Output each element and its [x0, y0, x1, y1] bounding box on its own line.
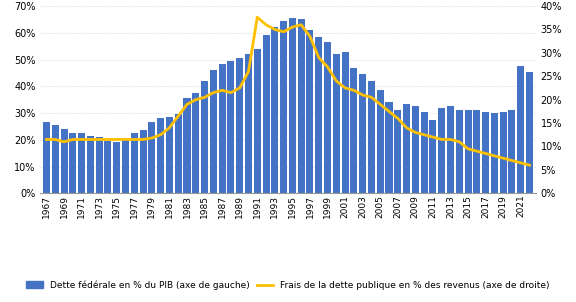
Bar	[69, 133, 77, 193]
Bar	[429, 120, 437, 193]
Bar	[228, 61, 234, 193]
Bar	[438, 108, 445, 193]
Bar	[210, 70, 217, 193]
Bar	[342, 52, 348, 193]
Bar	[473, 110, 480, 193]
Bar	[245, 54, 252, 193]
Bar	[149, 122, 156, 193]
Bar	[201, 81, 208, 193]
Bar	[104, 141, 112, 193]
Bar	[52, 125, 59, 193]
Bar	[157, 118, 164, 193]
Bar	[96, 137, 103, 193]
Bar	[192, 93, 199, 193]
Bar	[139, 130, 147, 193]
Bar	[447, 106, 454, 193]
Bar	[368, 81, 375, 193]
Bar	[482, 112, 489, 193]
Bar	[78, 133, 85, 193]
Bar	[298, 19, 305, 193]
Bar	[412, 106, 419, 193]
Bar	[499, 112, 507, 193]
Bar	[385, 102, 392, 193]
Bar	[324, 42, 331, 193]
Bar	[60, 129, 67, 193]
Bar	[280, 21, 287, 193]
Bar	[350, 68, 357, 193]
Bar	[420, 112, 427, 193]
Bar	[236, 58, 243, 193]
Bar	[87, 136, 94, 193]
Bar	[131, 133, 138, 193]
Bar	[289, 18, 296, 193]
Bar	[395, 110, 401, 193]
Bar	[184, 98, 191, 193]
Bar	[359, 74, 366, 193]
Bar	[517, 66, 524, 193]
Bar	[113, 143, 120, 193]
Bar	[166, 117, 173, 193]
Bar	[43, 122, 50, 193]
Bar	[464, 110, 472, 193]
Bar	[509, 110, 516, 193]
Bar	[315, 37, 322, 193]
Legend: Dette fédérale en % du PIB (axe de gauche), Frais de la dette publique en % des : Dette fédérale en % du PIB (axe de gauch…	[22, 277, 554, 294]
Bar	[219, 63, 226, 193]
Bar	[122, 138, 129, 193]
Bar	[526, 72, 533, 193]
Bar	[403, 104, 410, 193]
Bar	[175, 114, 181, 193]
Bar	[377, 90, 384, 193]
Bar	[254, 49, 261, 193]
Bar	[491, 113, 498, 193]
Bar	[271, 27, 278, 193]
Bar	[333, 54, 340, 193]
Bar	[306, 30, 313, 193]
Bar	[263, 35, 270, 193]
Bar	[456, 110, 463, 193]
